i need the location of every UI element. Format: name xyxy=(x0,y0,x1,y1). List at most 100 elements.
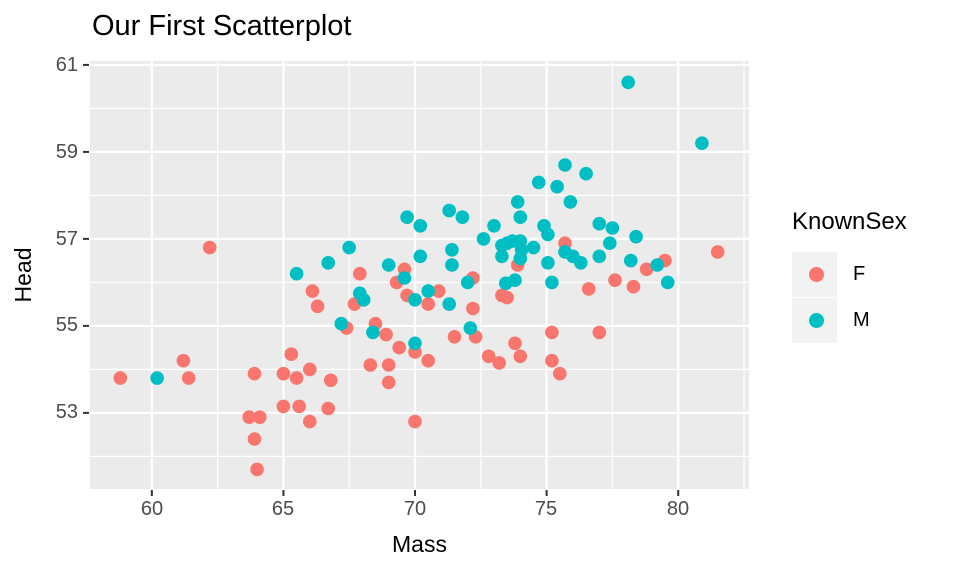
x-axis-tick-label: 60 xyxy=(140,498,164,520)
data-point-M xyxy=(476,232,491,246)
data-point-M xyxy=(463,321,478,335)
data-point-M xyxy=(408,293,422,307)
data-point-M xyxy=(531,175,546,190)
data-point-M xyxy=(442,203,457,218)
data-point-F xyxy=(481,349,496,364)
data-point-F xyxy=(381,375,396,390)
data-point-F xyxy=(381,358,396,372)
data-point-F xyxy=(321,401,336,416)
data-point-M xyxy=(624,253,638,268)
data-point-F xyxy=(324,373,338,388)
data-point-M xyxy=(541,227,555,242)
data-point-F xyxy=(508,336,522,351)
legend-title: KnownSex xyxy=(792,208,907,235)
data-point-M xyxy=(660,275,675,290)
data-point-F xyxy=(545,353,559,368)
x-axis-tick-label: 65 xyxy=(271,498,295,520)
data-point-M xyxy=(579,166,593,181)
data-point-F xyxy=(492,356,507,370)
data-point-F xyxy=(202,240,217,255)
data-point-F xyxy=(303,414,317,429)
data-point-M xyxy=(495,249,509,264)
data-point-M xyxy=(592,249,607,264)
y-axis-tick-label: 61 xyxy=(55,54,78,76)
legend-dot-f-icon xyxy=(809,267,824,282)
data-point-M xyxy=(445,258,459,272)
data-point-M xyxy=(499,276,513,291)
data-point-F xyxy=(466,301,480,316)
data-point-M xyxy=(455,210,470,224)
data-point-M xyxy=(460,275,475,290)
plot-title: Our First Scatterplot xyxy=(92,10,352,42)
data-point-M xyxy=(381,258,396,272)
data-point-F xyxy=(250,462,264,477)
data-point-F xyxy=(500,290,514,305)
data-point-M xyxy=(487,219,501,233)
data-point-F xyxy=(710,245,725,259)
data-point-F xyxy=(305,284,320,298)
data-point-F xyxy=(310,299,325,314)
data-point-F xyxy=(447,330,462,344)
data-point-M xyxy=(445,243,459,257)
data-point-F xyxy=(276,399,291,414)
data-point-F xyxy=(242,410,256,425)
data-point-F xyxy=(553,366,567,381)
legend-label-m: M xyxy=(853,309,870,331)
data-point-M xyxy=(603,236,617,250)
x-axis-tick-label: 75 xyxy=(534,498,558,520)
data-point-F xyxy=(247,366,262,381)
data-point-F xyxy=(421,297,436,311)
data-point-F xyxy=(289,371,304,385)
data-point-M xyxy=(413,219,428,233)
legend-label-f: F xyxy=(853,263,866,285)
data-point-F xyxy=(353,266,367,281)
data-point-M xyxy=(574,255,588,270)
data-point-M xyxy=(513,251,528,266)
data-point-F xyxy=(181,371,196,385)
y-axis-tick-label: 57 xyxy=(55,228,78,250)
data-point-M xyxy=(413,249,428,264)
data-point-F xyxy=(608,273,622,288)
data-point-F xyxy=(113,371,128,385)
data-point-M xyxy=(605,221,620,235)
data-point-M xyxy=(541,255,555,270)
data-point-M xyxy=(621,75,635,90)
data-point-F xyxy=(363,358,378,372)
y-axis-title: Head xyxy=(10,247,36,303)
data-point-F xyxy=(276,366,291,381)
data-point-F xyxy=(392,340,407,355)
data-point-F xyxy=(513,349,528,364)
x-axis-tick-label: 80 xyxy=(666,498,690,520)
legend-dot-m-icon xyxy=(809,313,824,328)
data-point-F xyxy=(303,362,317,377)
data-point-F xyxy=(247,432,262,446)
x-axis-tick-label: 70 xyxy=(403,498,427,520)
data-point-F xyxy=(545,325,559,340)
data-point-M xyxy=(442,297,457,311)
data-point-M xyxy=(400,210,414,224)
data-point-M xyxy=(289,266,304,281)
y-axis-tick-label: 59 xyxy=(55,141,78,163)
y-axis-tick-label: 55 xyxy=(55,314,78,336)
data-point-M xyxy=(629,229,643,244)
data-point-F xyxy=(581,282,596,296)
data-point-F xyxy=(408,414,422,429)
data-point-F xyxy=(284,347,299,362)
data-point-M xyxy=(356,293,371,307)
data-point-F xyxy=(421,353,436,368)
data-point-M xyxy=(366,325,380,340)
data-point-M xyxy=(545,275,559,290)
data-point-M xyxy=(650,258,664,272)
data-point-F xyxy=(379,327,393,342)
data-point-M xyxy=(592,216,607,231)
data-point-F xyxy=(626,279,641,294)
data-point-F xyxy=(252,410,267,425)
data-point-M xyxy=(334,316,349,331)
data-point-M xyxy=(397,271,412,285)
data-point-M xyxy=(563,195,578,209)
data-point-F xyxy=(431,284,446,298)
data-point-M xyxy=(150,371,164,385)
data-point-F xyxy=(639,262,654,277)
